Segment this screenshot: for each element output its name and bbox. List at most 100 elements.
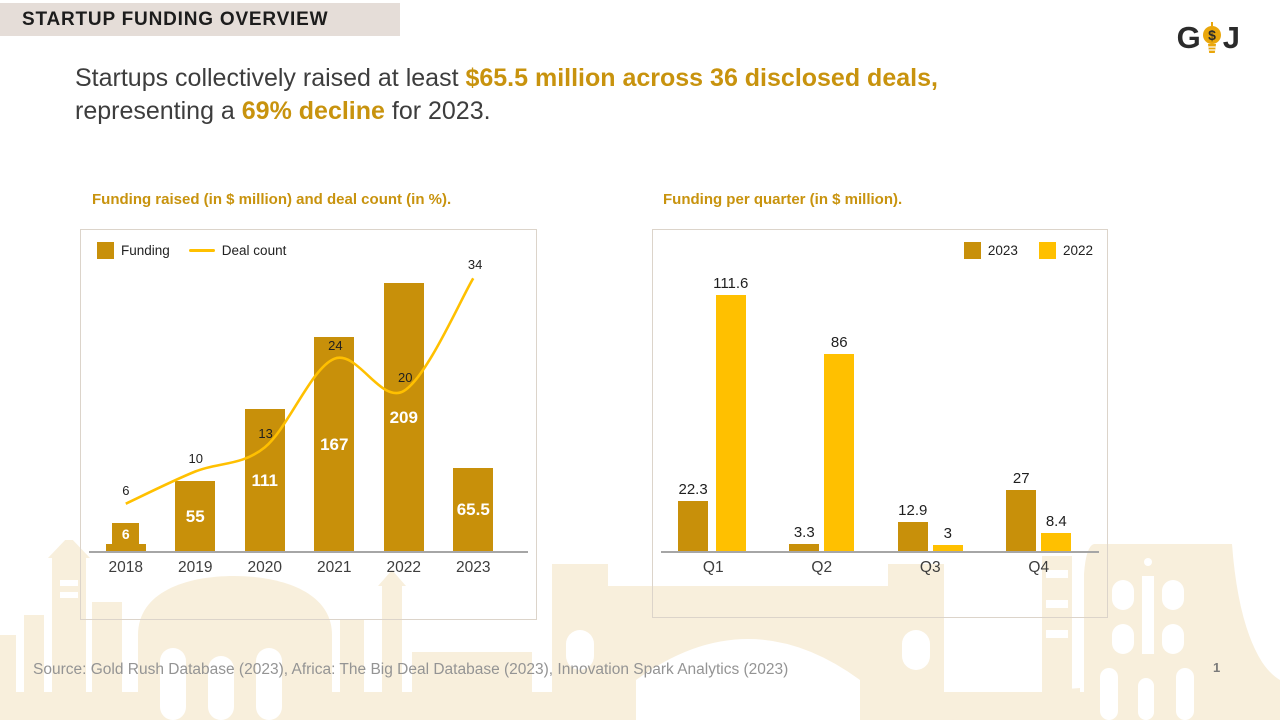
series-2023-swatch [963, 242, 981, 259]
bar-wrapper: 12.9 [897, 502, 928, 552]
bar-value-label: 167 [320, 434, 349, 454]
chart-column: 167 [300, 337, 370, 552]
x-axis-labels: 2018 2019 2020 2021 2022 2023 [91, 559, 508, 577]
bar-value-label: 86 [830, 334, 848, 351]
chart-column: 12.9 3 [876, 502, 985, 552]
chart-column: 3.3 86 [768, 334, 877, 552]
funding-bar-2023 [1006, 490, 1037, 552]
bar-wrapper: 3 [932, 525, 963, 552]
bar-wrapper: 27 [1006, 470, 1037, 552]
bar-group: 22.3 111.6 [678, 275, 748, 552]
funding-yearly-chart-panel: Funding Deal count 6 55 111 167 209 65.5 6 10 13… [80, 229, 537, 620]
funding-bar [105, 544, 146, 552]
x-axis-label: 2023 [456, 559, 491, 576]
funding-bar-2022 [715, 295, 746, 552]
chart-column: 209 [369, 283, 439, 552]
bar-value-label: 8.4 [1045, 513, 1067, 530]
legend-label-funding: Funding [121, 243, 170, 258]
chart-column: 6 [91, 523, 161, 552]
logo-letter-g: G [1176, 20, 1201, 55]
company-logo: G $ J [1177, 20, 1240, 56]
bar-wrapper: 22.3 [678, 481, 709, 552]
bar-value-label: 3 [943, 525, 952, 542]
headline: Startups collectively raised at least $6… [75, 62, 975, 128]
page-number: 1 [1213, 660, 1221, 675]
chart-column: 55 [161, 481, 231, 552]
bar-wrapper: 8.4 [1041, 513, 1072, 552]
bar-group: 12.9 3 [897, 502, 963, 552]
funding-yearly-plot-area: 6 55 111 167 209 65.5 6 10 13 24 20 34 [91, 230, 508, 552]
x-axis-label: Q1 [702, 559, 724, 576]
deal-count-value-label: 6 [122, 482, 130, 498]
bar-value-label: 65.5 [456, 500, 490, 519]
headline-segment: 69% decline [241, 97, 385, 125]
legend-label-deal-count: Deal count [221, 243, 287, 258]
left-chart-title: Funding raised (in $ million) and deal c… [92, 191, 452, 208]
bar-wrapper: 86 [824, 334, 855, 552]
x-axis-label: 2019 [178, 559, 213, 576]
x-axis-line [89, 551, 528, 553]
headline-line: Startups collectively raised at least $6… [75, 62, 975, 95]
headline-segment: for 2023. [384, 97, 491, 125]
funding-bar-2023 [789, 544, 820, 552]
deal-count-value-label: 20 [398, 370, 413, 385]
x-axis-line [661, 551, 1099, 553]
svg-text:$: $ [1208, 27, 1216, 43]
slide-title: STARTUP FUNDING OVERVIEW [22, 8, 329, 30]
deal-count-value-label: 10 [188, 450, 203, 466]
headline-segment: Startups collectively raised at least [75, 64, 466, 92]
x-axis-label: 2018 [108, 559, 143, 576]
funding-bar-2022 [824, 354, 855, 552]
bar-value-label: 6 [112, 523, 140, 544]
funding-bar: 55 [175, 481, 216, 552]
funding-bar-2022 [932, 545, 963, 552]
bar-value-label: 111.6 [713, 275, 749, 292]
x-axis-label: 2021 [317, 559, 352, 576]
deal-count-value-label: 34 [467, 257, 483, 273]
bar-value-label: 3.3 [793, 524, 815, 541]
right-chart-title: Funding per quarter (in $ million). [663, 191, 903, 208]
x-axis-label: 2020 [247, 559, 282, 576]
bar-wrapper: 3.3 [789, 524, 820, 552]
bar-value-label: 55 [185, 506, 205, 526]
bar-value-label: 209 [389, 407, 418, 427]
headline-segment: representing a [75, 97, 242, 125]
headline-segment: $65.5 million across 36 disclosed deals, [465, 64, 938, 92]
bar-group: 3.3 86 [789, 334, 855, 552]
legend-label-2022: 2022 [1062, 243, 1093, 258]
x-axis-label: Q4 [1028, 559, 1050, 576]
x-axis-labels: Q1 Q2 Q3 Q4 [659, 559, 1093, 577]
bar-wrapper: 111.6 [713, 275, 748, 552]
funding-series-swatch [97, 242, 114, 259]
source-citation: Source: Gold Rush Database (2023), Afric… [33, 661, 789, 678]
city-skyline-background [0, 540, 1280, 720]
chart-column: 65.5 [439, 468, 509, 552]
funding-quarterly-plot-area: 22.3 111.6 3.3 86 12.9 3 27 8.4 [659, 230, 1093, 552]
right-chart-legend: 2023 2022 [963, 242, 1093, 259]
funding-quarterly-chart-panel: 2023 2022 22.3 111.6 3.3 86 12.9 3 27 8.4 Q1 Q2 Q… [652, 229, 1108, 618]
chart-column: 22.3 111.6 [659, 275, 768, 552]
deal-count-line-layer [125, 277, 475, 505]
legend-label-2023: 2023 [987, 243, 1018, 258]
funding-bar: 209 [383, 283, 424, 552]
funding-bar: 167 [314, 337, 355, 552]
bar-value-label: 22.3 [678, 481, 708, 498]
funding-bar-2022 [1041, 533, 1072, 552]
series-2022-swatch [1038, 242, 1056, 259]
funding-bar-2023 [678, 501, 709, 552]
slide-title-badge: STARTUP FUNDING OVERVIEW [0, 3, 400, 36]
left-chart-legend: Funding Deal count [97, 242, 286, 259]
bar-value-label: 111 [251, 470, 279, 490]
x-axis-label: 2022 [386, 559, 421, 576]
bar-group: 27 8.4 [1006, 470, 1072, 552]
deal-count-series-swatch [188, 249, 215, 252]
bar-value-label: 27 [1012, 470, 1030, 487]
bar-value-label: 12.9 [898, 502, 928, 519]
headline-line: representing a 69% decline for 2023. [75, 95, 975, 128]
lightbulb-icon: $ [1202, 21, 1221, 53]
x-axis-label: Q2 [811, 559, 833, 576]
logo-letter-j: J [1222, 20, 1240, 55]
funding-bar: 65.5 [453, 468, 494, 552]
chart-column: 27 8.4 [985, 470, 1094, 552]
